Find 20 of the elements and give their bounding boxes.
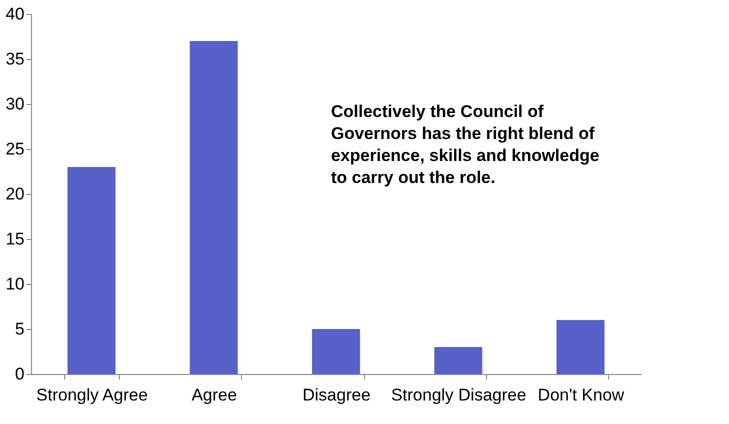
- y-tick-label: 15: [6, 230, 24, 248]
- x-tick-label: Don't Know: [538, 386, 625, 404]
- y-tick-label: 10: [6, 274, 24, 294]
- y-tick-label: 5: [15, 320, 24, 338]
- annotation: Collectively the Council of Governors has the right blend of experience, skills and knowledge to carry out the role.: [331, 102, 600, 187]
- bar: [434, 347, 482, 374]
- y-tick-label: 40: [6, 4, 24, 24]
- y-tick-label: 20: [6, 184, 24, 204]
- y-tick-label: 30: [6, 94, 24, 114]
- bar: [68, 167, 116, 374]
- bar: [190, 41, 238, 374]
- x-tick-label: Agree: [192, 386, 237, 404]
- bar: [312, 329, 360, 374]
- y-tick-label: 35: [6, 50, 24, 68]
- x-tick-label: Strongly Agree: [36, 386, 148, 404]
- y-tick-label: 25: [6, 140, 24, 158]
- y-tick-label: 0: [15, 364, 24, 384]
- x-tick-label: Disagree: [302, 386, 371, 404]
- x-tick-label: Strongly Disagree: [391, 386, 526, 404]
- bar: [556, 320, 604, 374]
